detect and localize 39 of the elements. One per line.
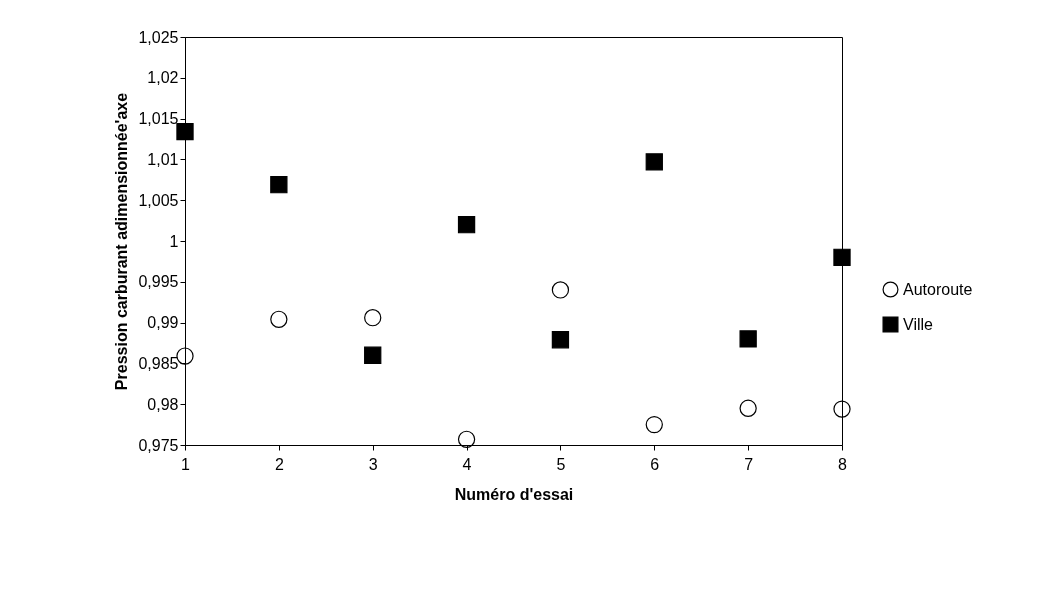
y-tick-label: 0,995 <box>138 273 179 291</box>
y-tick-label: 0,99 <box>147 314 179 332</box>
point <box>364 309 382 327</box>
y-tick-label: 1,02 <box>147 69 179 87</box>
x-tick-label: 3 <box>368 455 378 473</box>
point <box>270 176 288 194</box>
y-tick-label: 1,025 <box>138 28 179 46</box>
y-tick-label: 0,985 <box>138 354 179 372</box>
y-tick-label: 1,01 <box>147 150 179 168</box>
point <box>457 430 476 448</box>
point <box>833 400 851 418</box>
y-tick-label: 1,005 <box>138 191 179 209</box>
legend-label: Ville <box>903 315 934 333</box>
y-axis-title: Pression carburant adimensionnée'axe <box>113 92 131 391</box>
point <box>645 153 663 171</box>
x-tick-label: 4 <box>462 455 472 473</box>
x-tick-label: 2 <box>274 455 284 473</box>
point <box>739 330 757 348</box>
x-tick-label: 7 <box>744 455 754 473</box>
point <box>457 216 476 234</box>
point <box>551 281 570 299</box>
point <box>645 415 663 434</box>
x-tick-label: 5 <box>556 455 566 473</box>
y-tick-label: 0,975 <box>138 436 179 454</box>
y-tick-label: 1 <box>169 232 179 250</box>
point <box>551 331 570 349</box>
x-tick-label: 6 <box>650 455 660 473</box>
x-tick-label: 8 <box>838 455 848 473</box>
point <box>364 346 382 364</box>
x-axis-title: Numéro d'essai <box>454 485 574 503</box>
point <box>739 399 757 417</box>
point <box>270 310 288 328</box>
point <box>833 248 851 266</box>
legend-label: Autoroute <box>903 280 973 298</box>
x-tick-label: 1 <box>181 455 191 473</box>
point <box>176 347 194 365</box>
y-tick-label: 0,98 <box>147 395 179 413</box>
y-tick-label: 1,015 <box>138 110 179 128</box>
point <box>176 122 194 141</box>
